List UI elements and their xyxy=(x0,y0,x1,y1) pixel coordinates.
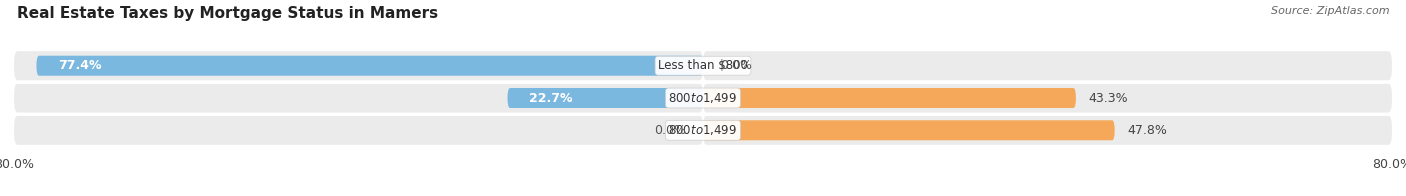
Text: 0.0%: 0.0% xyxy=(654,124,686,137)
FancyBboxPatch shape xyxy=(703,116,1392,145)
FancyBboxPatch shape xyxy=(14,51,703,80)
Text: Real Estate Taxes by Mortgage Status in Mamers: Real Estate Taxes by Mortgage Status in … xyxy=(17,6,439,21)
Text: 77.4%: 77.4% xyxy=(58,59,101,72)
Text: $800 to $1,499: $800 to $1,499 xyxy=(668,91,738,105)
Text: Less than $800: Less than $800 xyxy=(658,59,748,72)
FancyBboxPatch shape xyxy=(703,88,1076,108)
FancyBboxPatch shape xyxy=(703,120,1115,140)
Text: 47.8%: 47.8% xyxy=(1128,124,1167,137)
Text: 0.0%: 0.0% xyxy=(720,59,752,72)
Text: $800 to $1,499: $800 to $1,499 xyxy=(668,123,738,137)
FancyBboxPatch shape xyxy=(14,83,703,113)
FancyBboxPatch shape xyxy=(14,116,703,145)
FancyBboxPatch shape xyxy=(703,51,1392,80)
FancyBboxPatch shape xyxy=(508,88,703,108)
Text: Source: ZipAtlas.com: Source: ZipAtlas.com xyxy=(1271,6,1389,16)
Text: 22.7%: 22.7% xyxy=(529,92,572,104)
Text: 43.3%: 43.3% xyxy=(1088,92,1129,104)
FancyBboxPatch shape xyxy=(37,56,703,76)
FancyBboxPatch shape xyxy=(703,83,1392,113)
